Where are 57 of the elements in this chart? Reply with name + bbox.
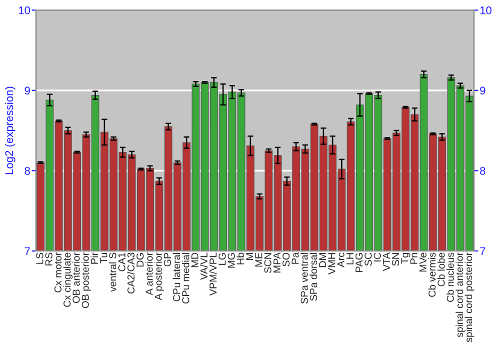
- x-tick-label: Cx cingulate: [63, 252, 73, 307]
- x-tick-label: VA/VL: [200, 252, 208, 280]
- y-tick-label: 7: [24, 247, 30, 255]
- y-tick-label: 8: [24, 166, 30, 175]
- x-tick-label: RS: [45, 252, 52, 266]
- x-tick-label: Cb lobe: [437, 252, 445, 286]
- x-tick-label: spinal cord anterior: [456, 252, 465, 338]
- x-tick-label: Cb nucleus: [446, 252, 454, 302]
- x-tick-label: VPM/VPL: [209, 252, 217, 296]
- y-tick-label: 9: [24, 86, 30, 95]
- x-tick-label: Arc: [337, 252, 344, 268]
- x-tick-label: A posterior: [154, 252, 164, 300]
- x-tick-label: SC: [364, 252, 372, 266]
- x-tick-label: OB posterior: [82, 252, 91, 308]
- x-tick-label: SN: [392, 253, 400, 266]
- x-tick-label: LS: [36, 252, 44, 264]
- x-tick-label: CA1: [118, 252, 126, 272]
- x-tick-label: CA2/CA3: [127, 252, 134, 294]
- x-tick-label: A anterior: [145, 252, 153, 296]
- x-tick-label: SO: [282, 252, 290, 266]
- x-tick-label: SCN: [264, 253, 272, 273]
- x-tick-label: LH: [346, 253, 354, 264]
- y2-tick-label: 10: [480, 6, 492, 14]
- x-tick-label: DG: [136, 253, 144, 267]
- x-tick-label: MVe: [420, 252, 426, 272]
- x-tick-label: MG: [228, 253, 235, 268]
- x-tick-label: VMH: [328, 253, 336, 275]
- x-tick-label: Tu: [100, 253, 108, 264]
- y-axis-title: Log2 (expression): [4, 86, 16, 174]
- x-tick-label: Hb: [236, 252, 244, 264]
- x-tick-label: MPA: [274, 252, 280, 272]
- x-tick-label: SPa ventral: [300, 253, 308, 304]
- y2-tick-label: 8: [480, 166, 486, 175]
- x-tick-label: Pn: [410, 252, 418, 264]
- x-tick-label: OB anterior: [72, 252, 80, 303]
- x-tick-label: GP: [164, 252, 171, 266]
- y2-tick-label: 7: [480, 247, 486, 255]
- x-tick-label: CPu lateral: [172, 253, 180, 302]
- x-tick-label: CPu medial: [182, 253, 190, 304]
- x-tick-label: SPa dorsal: [310, 253, 317, 301]
- x-tick-label: ventral S: [108, 252, 116, 292]
- x-tick-label: Pa: [292, 252, 299, 264]
- x-tick-label: Pir: [90, 252, 98, 264]
- x-tick-label: DM: [319, 253, 326, 268]
- x-tick-label: MD: [191, 252, 198, 268]
- x-tick-label: Cx motor: [54, 252, 62, 292]
- x-tick-label: Tg: [401, 252, 410, 264]
- x-tick-label: Cb vermis: [428, 252, 436, 297]
- x-tick-label: M: [246, 253, 254, 260]
- x-tick-label: LG: [218, 253, 226, 265]
- x-tick-label: IC: [374, 252, 381, 262]
- x-tick-label: PAG: [356, 253, 363, 272]
- x-tick-label: VTA: [383, 252, 390, 272]
- x-tick-label: ME: [255, 252, 262, 267]
- y-tick-label: 10: [18, 6, 30, 14]
- y2-tick-label: 9: [480, 86, 486, 95]
- x-tick-label: spinal cord posterior: [464, 252, 474, 342]
